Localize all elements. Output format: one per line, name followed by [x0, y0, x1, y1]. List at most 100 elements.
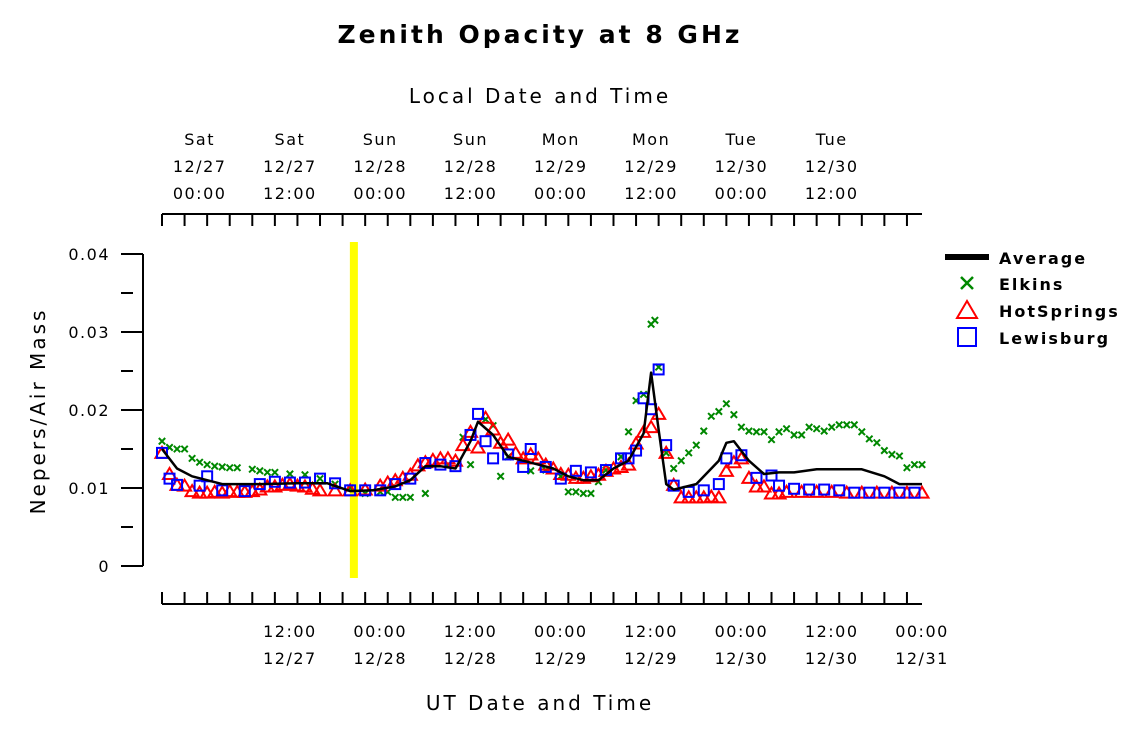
lewisburg-point — [156, 446, 168, 459]
bottom-tick-time: 12:00 — [805, 622, 859, 641]
elkins-point — [466, 460, 475, 469]
elkins-point — [391, 493, 400, 502]
hotsprings-point — [733, 450, 750, 465]
elkins-point — [729, 410, 738, 419]
elkins-point — [406, 493, 415, 502]
elkins-point — [255, 466, 264, 475]
lewisburg-point — [268, 475, 281, 488]
lewisburg-point — [622, 452, 635, 465]
elkins-point — [760, 427, 768, 436]
elkins-point — [714, 407, 723, 416]
elkins-point — [692, 441, 701, 450]
elkins-point — [842, 420, 851, 429]
legend: Average Elkins HotSprings Lewisburg — [945, 249, 1120, 348]
legend-hotsprings-swatch — [955, 299, 979, 319]
elkins-point — [850, 420, 859, 429]
lewisburg-point — [652, 363, 665, 376]
elkins-point — [316, 474, 324, 483]
lewisburg-point — [750, 471, 763, 484]
elkins-point — [910, 460, 919, 469]
top-tick-day: Tue — [815, 130, 848, 149]
elkins-point — [737, 423, 746, 432]
top-tick-date: 12/30 — [805, 157, 859, 176]
elkins-point — [173, 445, 181, 453]
top-tick-time: 00:00 — [534, 184, 588, 203]
top-tick-date: 12/30 — [715, 157, 769, 176]
top-tick-day: Tue — [724, 130, 757, 149]
elkins-point — [233, 463, 242, 472]
series-elkins — [158, 316, 926, 502]
elkins-point — [880, 446, 889, 455]
elkins-point — [895, 452, 904, 460]
top-tick-time: 12:00 — [805, 184, 859, 203]
elkins-point — [887, 450, 896, 459]
hotsprings-point — [718, 462, 735, 477]
hotsprings-point — [710, 489, 728, 504]
lewisburg-point — [720, 452, 733, 465]
hotsprings-point — [454, 437, 472, 452]
legend-lewisburg-swatch — [957, 327, 977, 347]
top-tick-day: Mon — [542, 130, 580, 149]
elkins-point — [820, 427, 829, 435]
elkins-point — [639, 390, 648, 399]
lewisburg-point — [193, 479, 206, 492]
bottom-tick-date: 12/30 — [715, 649, 769, 668]
elkins-point — [270, 468, 279, 477]
lewisburg-point — [171, 478, 184, 491]
series-group — [153, 316, 931, 504]
y-tick-label: 0.02 — [68, 401, 110, 420]
hotsprings-point — [311, 482, 329, 497]
elkins-point — [188, 454, 197, 463]
elkins-point — [797, 431, 806, 439]
elkins-point — [650, 316, 659, 325]
elkins-point — [827, 423, 836, 432]
elkins-point — [158, 437, 166, 446]
lewisburg-point — [833, 484, 846, 497]
lewisburg-point — [404, 472, 417, 485]
elkins-point — [624, 427, 633, 436]
elkins-point — [782, 424, 791, 433]
lewisburg-point — [863, 486, 876, 499]
lewisburg-point — [848, 486, 861, 499]
hotsprings-point — [326, 482, 344, 497]
bottom-tick-time: 00:00 — [715, 622, 769, 641]
elkins-point — [286, 470, 294, 478]
elkins-point — [263, 468, 272, 477]
bottom-tick-time: 12:00 — [624, 622, 678, 641]
elkins-point — [421, 489, 430, 498]
bottom-tick-date: 12/29 — [534, 649, 588, 668]
legend-elkins-swatch — [960, 276, 974, 290]
hotsprings-point — [477, 409, 494, 424]
hotsprings-point — [439, 450, 457, 465]
elkins-point — [677, 456, 686, 465]
top-tick-time: 12:00 — [263, 184, 317, 203]
elkins-point — [571, 487, 580, 496]
lewisburg-point — [878, 486, 891, 499]
elkins-point — [669, 464, 678, 473]
average-line — [161, 371, 922, 493]
lewisburg-point — [773, 479, 786, 492]
top-tick-time: 12:00 — [624, 184, 678, 203]
bottom-tick-time: 12:00 — [263, 622, 317, 641]
legend-label-hotsprings: HotSprings — [999, 302, 1120, 321]
legend-label-average: Average — [999, 249, 1087, 268]
elkins-point — [767, 435, 776, 444]
elkins-point — [722, 399, 731, 408]
elkins-point — [203, 460, 212, 469]
bottom-tick-date: 12/29 — [624, 649, 678, 668]
hotsprings-point — [514, 450, 532, 465]
top-tick-time: 00:00 — [715, 184, 769, 203]
elkins-point — [180, 445, 189, 453]
bottom-tick-time: 00:00 — [895, 622, 949, 641]
lewisburg-point — [818, 483, 831, 496]
hotsprings-point — [296, 478, 314, 493]
elkins-point — [812, 424, 821, 433]
elkins-point — [398, 493, 407, 502]
hotsprings-point — [755, 478, 773, 493]
y-tick-label: 0.01 — [68, 479, 110, 498]
elkins-point — [579, 489, 588, 498]
hotsprings-point — [642, 419, 660, 434]
elkins-point — [857, 427, 866, 436]
lewisburg-point — [584, 466, 597, 479]
elkins-point — [225, 463, 234, 472]
